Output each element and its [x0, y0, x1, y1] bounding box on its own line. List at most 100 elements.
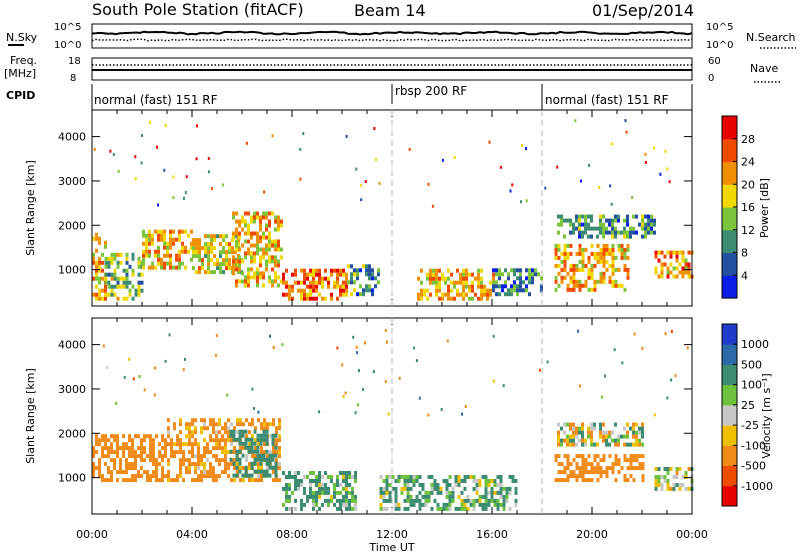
echo-point [364, 341, 366, 345]
echo-point [670, 329, 673, 333]
echo-cell [587, 259, 591, 264]
echo-cell [587, 470, 591, 475]
echo-cell [182, 450, 185, 455]
echo-cell [462, 280, 465, 285]
echo-cell [101, 260, 104, 265]
echo-cell [285, 280, 288, 285]
echo-cell [496, 490, 500, 495]
echo-cell [596, 251, 600, 256]
echo-cell [282, 292, 285, 297]
echo-cell [519, 288, 522, 293]
echo-cell [426, 276, 429, 281]
echo-cell [315, 288, 318, 293]
echo-point [355, 167, 358, 171]
echo-cell [256, 275, 259, 280]
echo-cell [587, 462, 591, 467]
echo-cell [554, 247, 558, 252]
echo-cell [104, 288, 107, 293]
echo-cell [560, 267, 564, 272]
echo-cell [617, 434, 620, 439]
echo-cell [514, 498, 518, 503]
echo-cell [557, 430, 560, 435]
echo-cell [265, 449, 269, 454]
echo-cell [484, 479, 488, 483]
echo-cell [641, 426, 644, 431]
echo-cell [113, 276, 117, 281]
echo-cell [351, 494, 354, 499]
echo-cell [483, 288, 486, 293]
echo-cell [92, 252, 95, 257]
echo-cell [265, 433, 269, 438]
echo-cell [95, 236, 98, 241]
echo-cell [218, 446, 221, 451]
echo-cell [415, 498, 419, 503]
echo-cell [197, 478, 200, 483]
echo-cell [432, 268, 435, 273]
echo-cell [303, 288, 306, 293]
echo-cell [605, 466, 609, 471]
echo-cell [146, 478, 149, 483]
echo-cell [128, 466, 131, 471]
echo-cell [420, 268, 423, 273]
echo-cell [587, 222, 590, 227]
echo-cell [149, 474, 152, 479]
echo-cell [531, 268, 534, 273]
echo-cell [191, 478, 194, 483]
echo-cell [275, 426, 278, 431]
echo-cell [265, 227, 268, 232]
echo-cell [104, 276, 108, 281]
echo-cell [581, 478, 585, 483]
echo-cell [238, 263, 241, 268]
echo-cell [119, 462, 122, 467]
echo-cell [253, 429, 257, 434]
echo-cell [167, 470, 170, 475]
cpid-mode-2: rbsp 200 RF [395, 84, 467, 98]
echo-cell [611, 263, 615, 268]
echo-cell [353, 268, 356, 273]
echo-cell [511, 479, 515, 483]
echo-cell [271, 255, 274, 260]
echo-cell [563, 247, 567, 252]
echo-cell [167, 418, 170, 423]
echo-cell [167, 434, 170, 439]
echo-cell [647, 230, 650, 235]
echo-cell [333, 494, 336, 499]
colorbar-segment [722, 324, 737, 345]
echo-cell [626, 234, 629, 239]
echo-cell [119, 276, 123, 281]
echo-cell [318, 486, 321, 491]
echo-point [263, 190, 266, 194]
echo-cell [164, 446, 167, 451]
echo-cell [318, 280, 321, 285]
echo-cell [140, 442, 143, 447]
echo-cell [417, 292, 420, 297]
echo-cell [599, 466, 603, 471]
echo-cell [253, 219, 256, 224]
echo-cell [92, 474, 95, 479]
echo-cell [596, 454, 600, 459]
echo-cell [590, 442, 593, 447]
echo-cell [149, 434, 152, 439]
echo-cell [309, 471, 312, 475]
echo-cell [599, 430, 602, 435]
echo-cell [244, 255, 247, 260]
echo-cell [336, 483, 339, 487]
echo-cell [371, 292, 374, 297]
echo-cell [563, 251, 567, 256]
echo-cell [351, 506, 354, 511]
echo-cell [274, 263, 277, 268]
echo-point [509, 189, 512, 193]
nave-tick-bottom: 0 [708, 73, 714, 84]
echo-cell [560, 442, 563, 447]
echo-point [154, 366, 157, 370]
colorbar-tick-label: 4 [741, 269, 748, 282]
echo-cell [224, 450, 227, 455]
echo-cell [599, 214, 602, 219]
echo-cell [110, 446, 113, 451]
echo-point [384, 328, 387, 332]
echo-cell [152, 458, 155, 463]
echo-cell [477, 268, 480, 273]
echo-cell [318, 471, 321, 475]
echo-cell [654, 479, 658, 483]
echo-cell [155, 470, 158, 475]
